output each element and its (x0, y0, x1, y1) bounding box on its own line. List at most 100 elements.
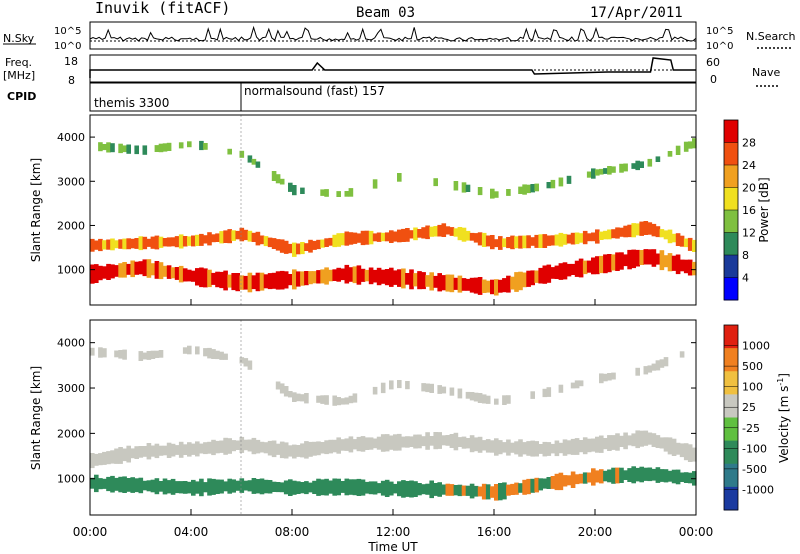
data-cell (477, 486, 483, 497)
data-cell (150, 479, 156, 493)
data-cell (162, 478, 168, 495)
data-cell (316, 478, 321, 496)
data-cell (667, 253, 673, 272)
data-cell (582, 230, 588, 245)
data-cell (477, 393, 483, 403)
data-cell (522, 442, 527, 455)
data-cell (643, 430, 649, 446)
data-cell (692, 261, 697, 276)
data-cell (683, 443, 689, 461)
data-cell (498, 279, 503, 293)
data-cell (199, 233, 204, 246)
colorbar-tick-label: 12 (742, 227, 756, 240)
data-cell (518, 439, 523, 457)
colorbar-swatch (724, 142, 738, 166)
data-cell (207, 441, 212, 454)
data-cell (631, 249, 636, 269)
data-cell (595, 169, 600, 176)
data-cell (659, 250, 665, 271)
noise-trace (89, 25, 697, 42)
colorbar-tick-label: -1000 (742, 483, 774, 496)
noise-right-tick-bottom: 10^0 (706, 41, 733, 52)
data-cell (582, 260, 588, 275)
data-cell (122, 238, 127, 250)
data-cell (312, 240, 317, 250)
data-cell (340, 481, 346, 493)
data-cell (98, 238, 103, 252)
data-cell (433, 178, 438, 187)
data-cell (340, 268, 346, 281)
data-cell (376, 232, 382, 242)
data-cell (223, 230, 228, 243)
data-cell (679, 235, 685, 247)
data-cell (542, 234, 548, 248)
data-cell (191, 479, 196, 496)
data-cell (683, 238, 689, 248)
colorbar-swatch (724, 371, 738, 395)
data-cell (667, 470, 673, 482)
data-cell (292, 392, 297, 402)
data-cell (114, 240, 119, 249)
data-cell (643, 221, 649, 235)
data-cell (271, 238, 277, 249)
data-cell (461, 436, 467, 449)
data-cell (425, 483, 430, 495)
data-cell (372, 438, 378, 449)
velocity-panel: 1000 2000 3000 4000 Slant Range [km] 1000 50… (29, 299, 791, 554)
data-cell (574, 232, 580, 245)
data-cell (94, 474, 99, 493)
power-marks (90, 138, 697, 296)
data-cell (506, 484, 511, 496)
data-cell (384, 232, 390, 242)
data-cell (554, 440, 560, 457)
data-cell (279, 383, 285, 394)
data-cell (187, 141, 192, 148)
data-cell (441, 275, 447, 291)
data-cell (142, 259, 148, 277)
data-cell (481, 483, 487, 500)
data-cell (623, 163, 628, 172)
data-cell (219, 440, 224, 453)
data-cell (437, 224, 442, 237)
colorbar-tick-label: 1000 (742, 340, 770, 353)
data-cell (433, 275, 438, 288)
data-cell (469, 392, 475, 401)
data-cell (207, 347, 212, 359)
data-cell (615, 227, 620, 239)
data-cell (243, 358, 249, 367)
data-cell (562, 475, 568, 487)
data-cell (142, 145, 148, 155)
data-cell (586, 438, 592, 453)
data-cell (267, 237, 273, 248)
data-cell (457, 275, 463, 293)
data-cell (526, 184, 531, 194)
colorbar-swatch (724, 325, 738, 349)
data-cell (651, 468, 657, 481)
data-cell (114, 265, 119, 277)
data-cell (251, 437, 257, 455)
data-cell (687, 141, 693, 149)
data-cell (663, 357, 669, 367)
data-cell (340, 398, 346, 405)
data-cell (659, 437, 665, 449)
data-cell (465, 278, 471, 291)
data-cell (324, 238, 329, 247)
data-cell (271, 440, 277, 458)
data-cell (114, 350, 119, 358)
data-cell (328, 269, 333, 282)
data-cell (259, 441, 265, 453)
data-cell (607, 229, 612, 240)
noise-right-tick-top: 10^5 (706, 26, 733, 37)
data-cell (292, 269, 297, 290)
data-cell (182, 347, 188, 354)
data-cell (465, 391, 471, 399)
data-cell (554, 265, 560, 279)
data-cell (312, 271, 317, 284)
data-cell (356, 436, 362, 452)
data-cell (320, 239, 325, 248)
data-cell (142, 236, 148, 250)
data-cell (368, 437, 374, 450)
data-cell (498, 236, 503, 250)
data-cell (344, 231, 350, 246)
data-cell (288, 391, 293, 398)
